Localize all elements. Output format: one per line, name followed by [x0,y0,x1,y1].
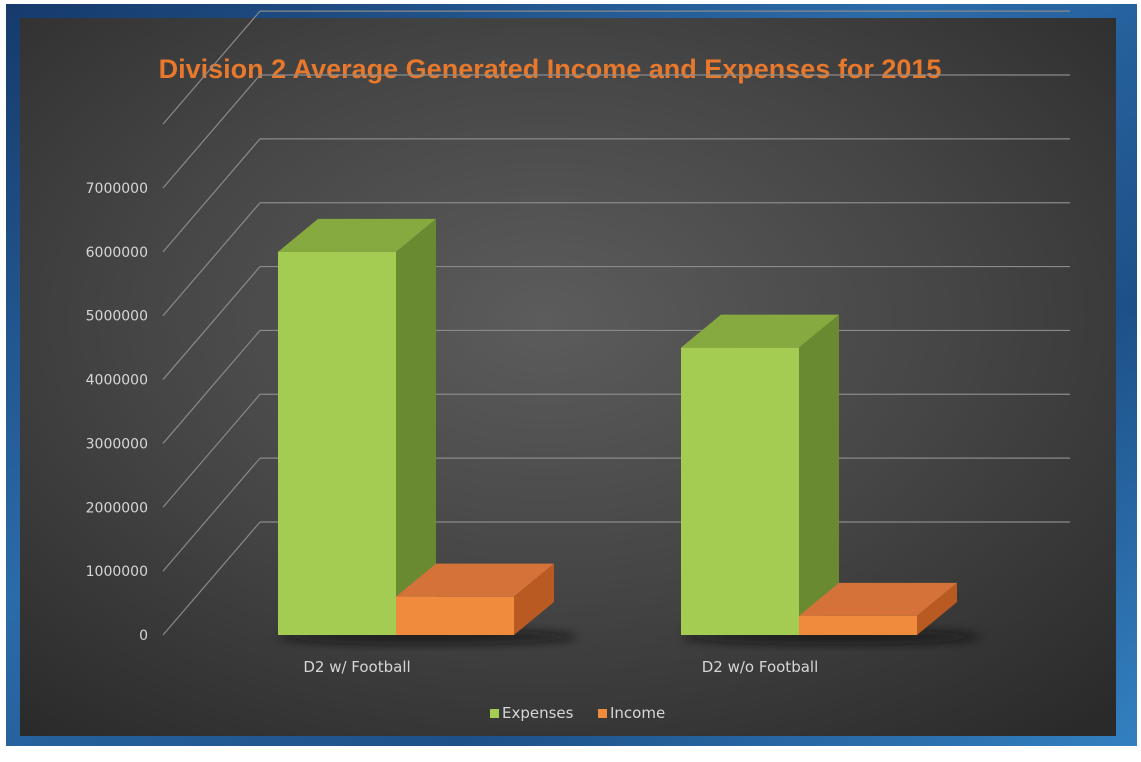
bar-income-top [799,582,957,616]
bars [278,218,981,644]
legend-label-income: Income [610,704,665,722]
legend-label-expenses: Expenses [502,704,574,722]
legend-swatch-income [598,709,607,718]
legend-swatch-expenses [490,709,499,718]
y-tick-label: 0 [139,628,148,644]
y-tick-label: 2000000 [86,500,148,516]
bar-expenses [681,347,799,635]
y-tick-label: 3000000 [86,436,148,452]
x-category-label: D2 w/o Football [702,658,819,676]
bar-income [799,615,917,635]
bar-expenses-side [799,314,839,635]
gridline-side [162,521,261,636]
bar-expenses-top [278,218,436,252]
y-tick-label: 6000000 [86,245,148,261]
legend: Expenses Income [490,704,665,722]
bar-expenses-side [396,218,436,635]
bar-income-side [917,582,957,635]
x-axis-categories: D2 w/ Football D2 w/o Football [303,658,818,676]
y-tick-label: 4000000 [86,373,148,389]
y-tick-label: 1000000 [86,564,148,580]
chart-title: Division 2 Average Generated Income and … [159,54,942,84]
bar-income [396,596,514,635]
chart-area [20,18,1116,736]
gridline-side [162,457,261,572]
y-tick-label: 7000000 [86,181,148,197]
gridline-side [162,266,261,380]
gridline-side [162,202,261,317]
gridline-side [162,393,261,508]
gridline-side [162,74,261,189]
gridline-side [162,138,261,253]
bar-income-top [396,563,554,597]
bar-income-side [514,563,554,635]
y-tick-label: 5000000 [86,309,148,325]
gridline-side [162,10,261,125]
gridline-side [162,330,261,444]
y-axis-ticks: 0 1000000 2000000 3000000 4000000 5000000 6000… [86,181,148,644]
bar-expenses-top [681,314,839,348]
bar-expenses [278,251,396,635]
x-category-label: D2 w/ Football [303,658,410,676]
